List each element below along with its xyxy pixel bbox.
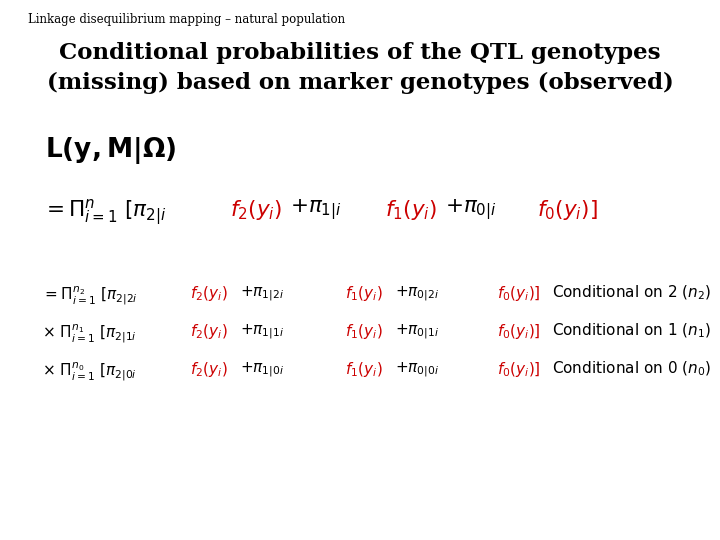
- Text: Conditional probabilities of the QTL genotypes: Conditional probabilities of the QTL gen…: [59, 42, 661, 64]
- Text: $f_2(y_i)$: $f_2(y_i)$: [230, 198, 282, 222]
- Text: $f_1(y_i)$: $f_1(y_i)$: [345, 284, 382, 303]
- Text: $+ \pi_{1|0i}$: $+ \pi_{1|0i}$: [240, 360, 284, 379]
- Text: $\times\ \Pi_{i=1}^{n_1}\ [\pi_{2|1i}$: $\times\ \Pi_{i=1}^{n_1}\ [\pi_{2|1i}$: [42, 322, 137, 345]
- Text: $f_1(y_i)$: $f_1(y_i)$: [345, 360, 382, 379]
- Text: $+ \pi_{0|i}$: $+ \pi_{0|i}$: [445, 198, 497, 222]
- Text: $+ \pi_{1|2i}$: $+ \pi_{1|2i}$: [240, 284, 284, 303]
- Text: Conditional on 0 $(n_0)$: Conditional on 0 $(n_0)$: [552, 360, 711, 379]
- Text: $= \Pi_{i=1}^{n}\ [\pi_{2|i}$: $= \Pi_{i=1}^{n}\ [\pi_{2|i}$: [42, 198, 166, 227]
- Text: Linkage disequilibrium mapping – natural population: Linkage disequilibrium mapping – natural…: [28, 13, 345, 26]
- Text: $+ \pi_{0|0i}$: $+ \pi_{0|0i}$: [395, 360, 439, 379]
- Text: $f_0(y_i)]$: $f_0(y_i)]$: [497, 322, 541, 341]
- Text: $\times\ \Pi_{i=1}^{n_0}\ [\pi_{2|0i}$: $\times\ \Pi_{i=1}^{n_0}\ [\pi_{2|0i}$: [42, 360, 137, 383]
- Text: $+ \pi_{1|i}$: $+ \pi_{1|i}$: [290, 198, 342, 222]
- Text: $f_0(y_i)]$: $f_0(y_i)]$: [537, 198, 598, 222]
- Text: $+ \pi_{0|1i}$: $+ \pi_{0|1i}$: [395, 322, 439, 341]
- Text: $+ \pi_{0|2i}$: $+ \pi_{0|2i}$: [395, 284, 439, 303]
- Text: $f_2(y_i)$: $f_2(y_i)$: [190, 322, 228, 341]
- Text: $f_1(y_i)$: $f_1(y_i)$: [345, 322, 382, 341]
- Text: (missing) based on marker genotypes (observed): (missing) based on marker genotypes (obs…: [47, 72, 673, 94]
- Text: $f_0(y_i)]$: $f_0(y_i)]$: [497, 284, 541, 303]
- Text: $+ \pi_{1|1i}$: $+ \pi_{1|1i}$: [240, 322, 284, 341]
- Text: $f_0(y_i)]$: $f_0(y_i)]$: [497, 360, 541, 379]
- Text: $f_2(y_i)$: $f_2(y_i)$: [190, 360, 228, 379]
- Text: Conditional on 2 $(n_2)$: Conditional on 2 $(n_2)$: [552, 284, 711, 302]
- Text: $f_1(y_i)$: $f_1(y_i)$: [385, 198, 437, 222]
- Text: $\mathbf{L(y,M|\Omega)}$: $\mathbf{L(y,M|\Omega)}$: [45, 135, 176, 166]
- Text: $f_2(y_i)$: $f_2(y_i)$: [190, 284, 228, 303]
- Text: Conditional on 1 $(n_1)$: Conditional on 1 $(n_1)$: [552, 322, 711, 340]
- Text: $= \Pi_{i=1}^{n_2}\ [\pi_{2|2i}$: $= \Pi_{i=1}^{n_2}\ [\pi_{2|2i}$: [42, 284, 138, 307]
